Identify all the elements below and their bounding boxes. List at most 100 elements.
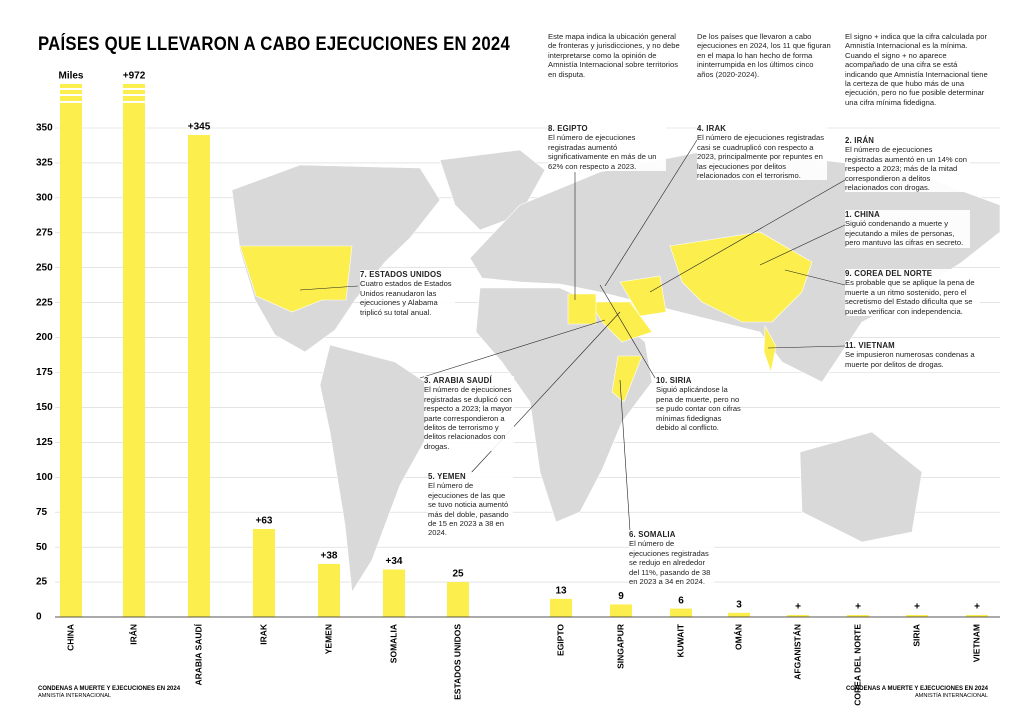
- x-tick-label: YEMEN: [323, 624, 333, 654]
- note: El signo + indica que la cifra calculada…: [845, 32, 988, 107]
- bar: [123, 84, 145, 617]
- value-label: +972: [123, 71, 146, 82]
- axis-break: [60, 94, 82, 96]
- bar: [60, 84, 82, 617]
- value-label: 3: [736, 599, 742, 610]
- annotation: 10. SIRIA Siguió aplicándose la pena de m…: [656, 376, 741, 433]
- y-tick-label: 50: [36, 542, 48, 553]
- leader-line: [299, 285, 359, 291]
- annotation-text: Cuatro estados de Estados Unidos reanuda…: [360, 279, 452, 317]
- y-tick-label: 175: [36, 367, 53, 378]
- x-tick-label: SOMALIA: [388, 624, 398, 663]
- bar: [670, 608, 692, 617]
- iran: [619, 275, 667, 317]
- leader-line: [759, 224, 846, 266]
- annotation: 1. CHINA Siguió condenando a muerte y eje…: [845, 210, 970, 248]
- axis-break: [60, 88, 82, 90]
- bar: [728, 612, 750, 617]
- leader-line: [619, 379, 631, 532]
- x-tick-label: AFGANISTÁN: [792, 624, 802, 680]
- annotation: 9. COREA DEL NORTE Es probable que se apl…: [845, 269, 980, 317]
- south-america: [319, 344, 441, 593]
- annotation-title: 6. SOMALIA: [629, 530, 676, 539]
- annotation-text: El número de ejecuciones registradas aum…: [845, 145, 968, 193]
- bar: [447, 582, 469, 617]
- annotation: 3. ARABIA SAUDÍ El número de ejecuciones …: [424, 376, 514, 452]
- y-tick-label: 350: [36, 123, 53, 134]
- value-label: +: [795, 602, 801, 613]
- saudi-arabia: [589, 301, 653, 343]
- x-tick-label: ARABIA SAUDÍ: [193, 623, 203, 685]
- x-tick-label: ESTADOS UNIDOS: [452, 624, 462, 700]
- bar: [906, 615, 928, 617]
- footer-title: CONDENAS A MUERTE Y EJECUCIONES EN 2024: [38, 686, 181, 692]
- annotation-text: El número de ejecuciones registradas cas…: [697, 133, 825, 181]
- x-tick-label: EGIPTO: [555, 624, 565, 656]
- y-tick-label: 225: [36, 297, 53, 308]
- axis-break: [123, 88, 145, 90]
- value-label: +: [855, 602, 861, 613]
- bar: [847, 615, 869, 617]
- y-tick-label: 100: [36, 472, 53, 483]
- annotation-title: 11. VIETNAM: [845, 341, 895, 350]
- value-label: Miles: [58, 71, 83, 82]
- annotation: 5. YEMEN El número de ejecuciones de las …: [428, 472, 513, 538]
- footer: CONDENAS A MUERTE Y EJECUCIONES EN 2024 A…: [846, 686, 988, 699]
- value-label: +345: [188, 122, 211, 133]
- annotation-text: El número de ejecuciones registradas se …: [424, 385, 513, 451]
- note: De los países que llevaron a cabo ejecuc…: [697, 32, 831, 79]
- y-tick-label: 150: [36, 402, 53, 413]
- annotation: 7. ESTADOS UNIDOS Cuatro estados de Estad…: [360, 270, 455, 318]
- egypt: [567, 293, 597, 325]
- annotation-title: 10. SIRIA: [656, 376, 692, 385]
- china: [669, 231, 813, 323]
- annotation-text: Siguió aplicándose la pena de muerte, pe…: [656, 385, 741, 433]
- annotation: 4. IRAK El número de ejecuciones registra…: [697, 124, 827, 181]
- leader-line: [419, 319, 606, 379]
- axis-break: [60, 101, 82, 103]
- value-label: +63: [256, 516, 273, 527]
- annotation: 2. IRÁN El número de ejecuciones registra…: [845, 136, 970, 193]
- leader-line: [604, 139, 698, 287]
- x-tick-label: SINGAPUR: [615, 624, 625, 669]
- x-tick-label: IRAK: [258, 623, 268, 645]
- y-tick-label: 250: [36, 262, 53, 273]
- bar: [787, 615, 809, 617]
- annotation-title: 8. EGIPTO: [548, 124, 588, 133]
- footer-org: AMNISTÍA INTERNACIONAL: [38, 692, 112, 699]
- annotation: 6. SOMALIA El número de ejecuciones regis…: [629, 530, 714, 587]
- chart-title: PAÍSES QUE LLEVARON A CABO EJECUCIONES E…: [38, 34, 511, 55]
- value-label: +38: [321, 551, 338, 562]
- x-tick-label: IRÁN: [128, 624, 138, 645]
- x-tick-label: KUWAIT: [675, 623, 685, 657]
- x-tick-label: VIETNAM: [971, 624, 981, 662]
- bar: [610, 604, 632, 617]
- y-tick-label: 300: [36, 192, 53, 203]
- y-tick-label: 0: [36, 612, 42, 623]
- annotation-title: 4. IRAK: [697, 124, 727, 133]
- footer-title: CONDENAS A MUERTE Y EJECUCIONES EN 2024: [845, 686, 988, 692]
- value-label: 13: [555, 585, 567, 596]
- leader-line: [767, 345, 846, 349]
- axis-break: [123, 101, 145, 103]
- footer: CONDENAS A MUERTE Y EJECUCIONES EN 2024 A…: [38, 686, 180, 699]
- annotation-text: El número de ejecuciones de las que se t…: [428, 481, 509, 538]
- y-tick-label: 125: [36, 437, 53, 448]
- annotation-text: Se impusieron numerosas condenas a muert…: [845, 350, 975, 369]
- y-tick-label: 75: [36, 507, 48, 518]
- annotation-title: 7. ESTADOS UNIDOS: [360, 270, 442, 279]
- y-tick-label: 25: [36, 577, 48, 588]
- australia: [799, 431, 923, 543]
- value-label: +: [974, 602, 980, 613]
- annotation-text: Siguió condenando a muerte y ejecutando …: [845, 219, 964, 248]
- bar: [318, 563, 340, 617]
- annotation-text: El número de ejecuciones registradas se …: [629, 539, 711, 587]
- note: Este mapa indica la ubicación general de…: [548, 32, 680, 79]
- usa: [239, 245, 353, 313]
- x-tick-label: CHINA: [65, 624, 75, 651]
- value-label: +: [914, 602, 920, 613]
- value-label: 25: [452, 569, 464, 580]
- annotation: 8. EGIPTO El número de ejecuciones regist…: [548, 124, 666, 172]
